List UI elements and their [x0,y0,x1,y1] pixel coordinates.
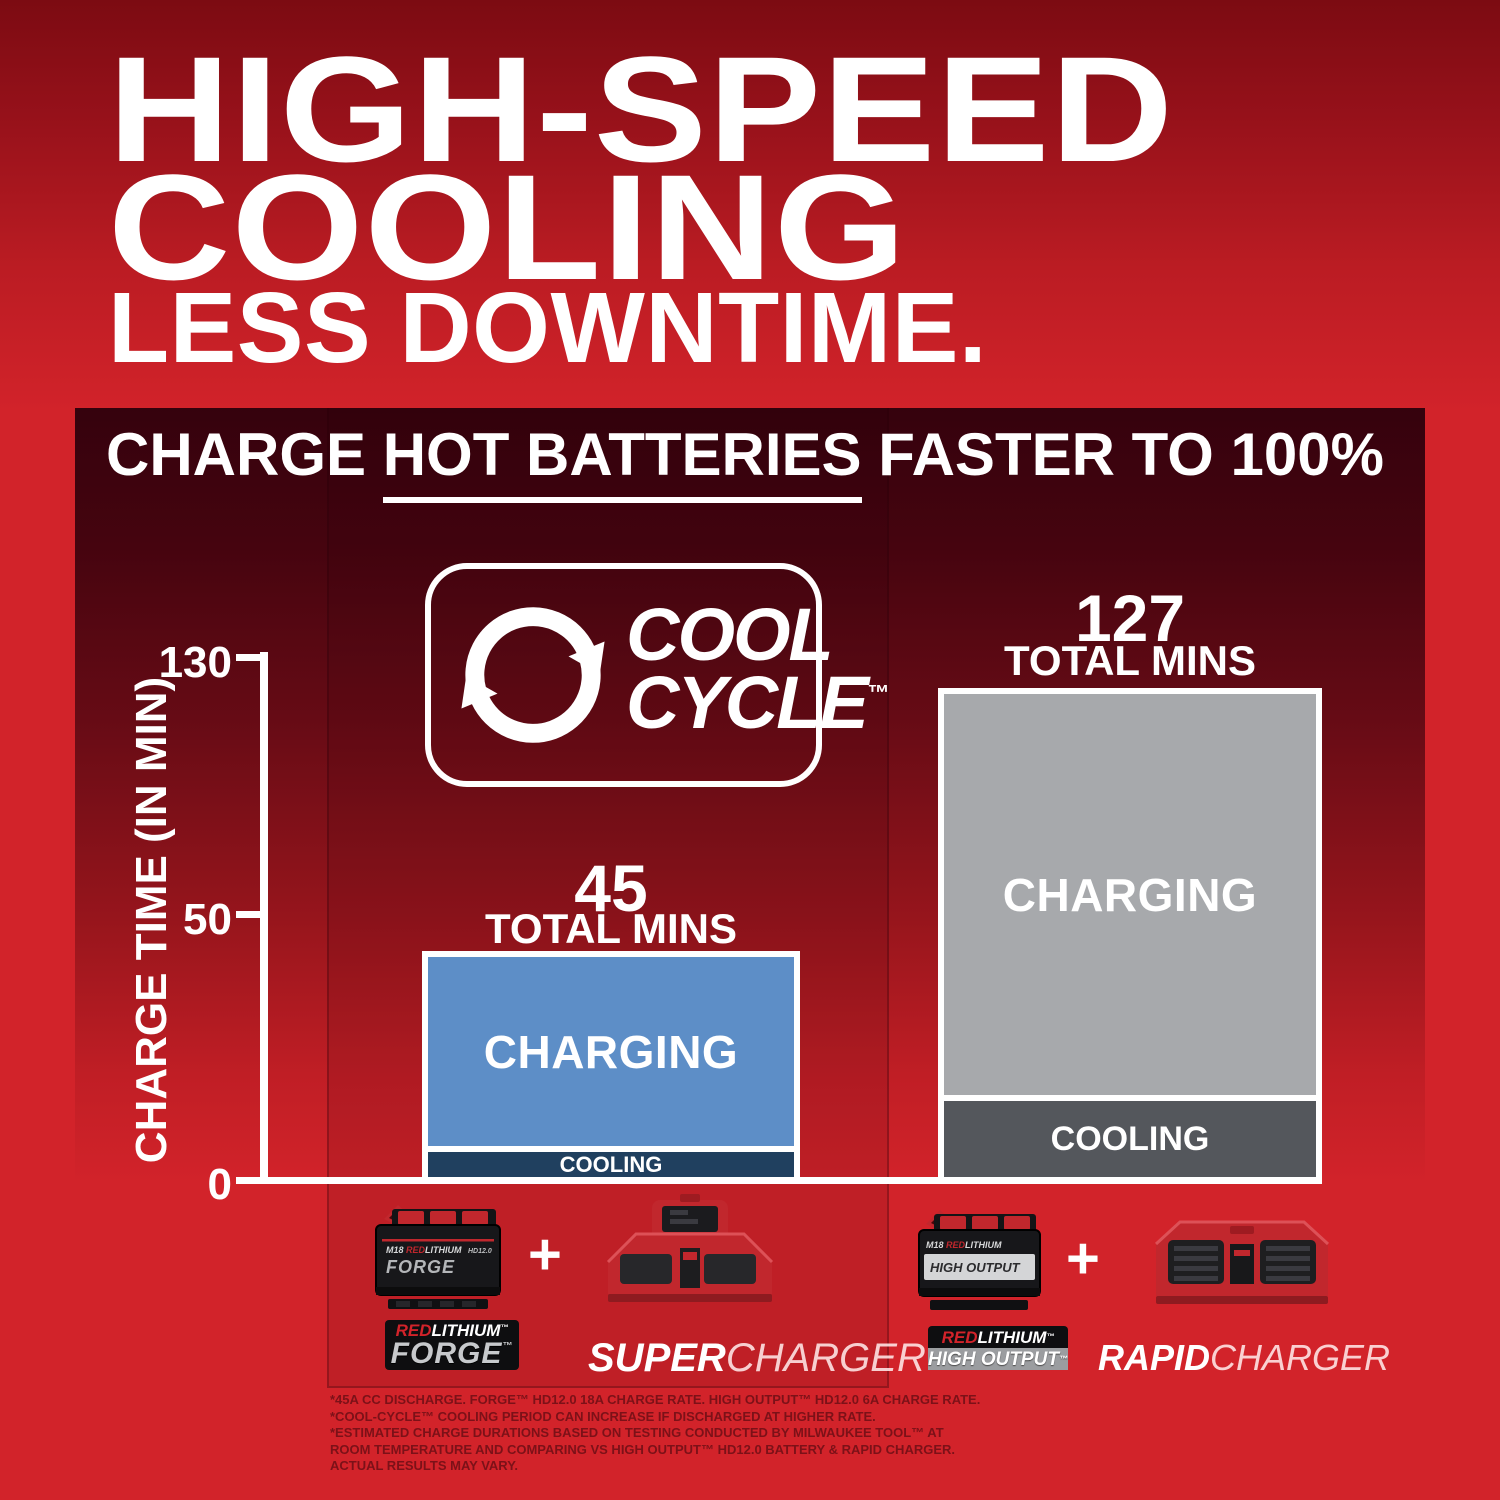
y-tick-line-0 [236,1177,268,1184]
hero-background [0,0,1500,412]
disclaimer-text: *45A CC DISCHARGE. FORGE™ HD12.0 18A CHA… [330,1392,981,1475]
disclaimer-line: *45A CC DISCHARGE. FORGE™ HD12.0 18A CHA… [330,1392,981,1407]
bar2-charging-segment: CHARGING [944,694,1316,1095]
redlithium-brand: REDLITHIUM™ [395,1320,509,1340]
disclaimer-line: ACTUAL RESULTS MAY VARY. [330,1458,519,1473]
svg-text:M18 REDLITHIUM: M18 REDLITHIUM [926,1240,1002,1250]
bar2-cooling-segment: COOLING [944,1101,1316,1177]
y-tick-line-130 [236,654,268,661]
bar1-cooling-label: COOLING [559,1151,663,1177]
rapid-charger-image [1154,1220,1330,1304]
rapidcharger-name: RAPIDCHARGER [1098,1337,1391,1378]
bar1: CHARGING COOLING [422,951,800,1183]
x-axis-baseline [260,1177,1322,1184]
svg-text:FORGE: FORGE [386,1257,455,1277]
high-output-name: HIGH OUTPUT ™ [928,1348,1068,1370]
chart-title-prefix: CHARGE [106,421,383,488]
y-tick-0: 0 [207,1160,232,1209]
forge-name: FORGE™ [390,1336,514,1370]
super-charger-image [606,1194,774,1302]
bar1-charging-segment: CHARGING [428,957,794,1146]
bar2-cooling-label: COOLING [1050,1119,1210,1158]
redlithium-forge-badge: REDLITHIUM™ FORGE™ [385,1320,519,1370]
plus-sign-right: + [1066,1226,1100,1291]
y-axis-line [260,652,268,1183]
headline-line1: HIGH-SPEED [108,25,1175,193]
bar2: CHARGING COOLING [938,688,1322,1183]
cool-cycle-word2: CYCLE™ [626,661,889,745]
disclaimer-line: *ESTIMATED CHARGE DURATIONS BASED ON TES… [330,1425,944,1440]
redlithium-high-output-badge: RED LITHIUM ™ HIGH OUTPUT ™ [928,1326,1068,1370]
trademark-symbol: ™ [866,680,889,706]
supercharger-name: SUPERCHARGER [588,1336,926,1380]
headline-line2: COOLING [108,143,907,311]
headline-line3: LESS DOWNTIME. [108,272,988,384]
bar1-charging-label: CHARGING [483,1025,739,1078]
y-tick-130: 130 [158,638,232,687]
cycle-arrows-icon [461,607,605,743]
high-output-battery-image: M18 REDLITHIUM HIGH OUTPUT [918,1210,1041,1310]
svg-text:M18 REDLITHIUM: M18 REDLITHIUM [386,1245,462,1255]
bar2-separator [944,1095,1316,1101]
cool-cycle-logo: COOL CYCLE™ [425,563,889,787]
bar1-cooling-segment: COOLING [428,1152,794,1177]
disclaimer-line: *COOL-CYCLE™ COOLING PERIOD CAN INCREASE… [330,1408,876,1424]
bar1-total-value: 45 [574,851,648,925]
chart-title-underlined: HOT BATTERIES [382,421,862,503]
plus-sign-left: + [528,1222,562,1287]
bar2-total-value: 127 [1074,581,1186,655]
bar1-separator [428,1146,794,1152]
bar1-total-label: TOTAL MINS [485,905,737,952]
chart-title-suffix: FASTER TO 100% [861,421,1384,488]
disclaimer-line: ROOM TEMPERATURE AND COMPARING VS HIGH O… [330,1441,955,1457]
cool-cycle-word1: COOL [626,593,834,676]
svg-text:HD12.0: HD12.0 [468,1248,492,1255]
forge-battery-image: M18 REDLITHIUM HD12.0 FORGE [375,1205,501,1309]
bar2-total-label: TOTAL MINS [1004,637,1256,684]
chart-title: CHARGE HOT BATTERIES FASTER TO 100% [106,420,1384,503]
y-tick-50: 50 [183,895,232,944]
bar2-charging-label: CHARGING [1002,868,1258,921]
svg-text:HIGH OUTPUT: HIGH OUTPUT [930,1260,1021,1275]
y-tick-line-50 [236,911,268,918]
